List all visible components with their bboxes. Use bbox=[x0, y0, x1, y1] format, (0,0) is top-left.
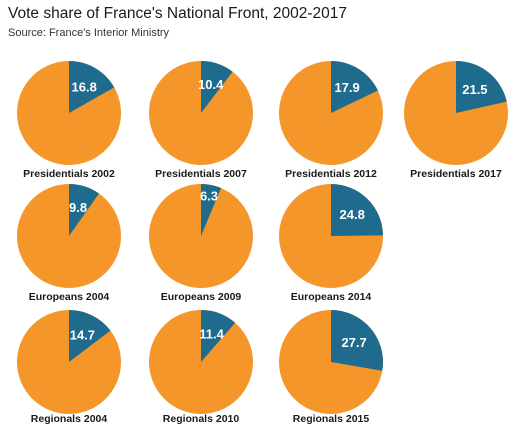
pie-slice-front bbox=[69, 61, 115, 113]
pie-slice-front bbox=[201, 310, 236, 362]
pie-caption: Regionals 2015 bbox=[293, 413, 370, 425]
pie-slice-front bbox=[331, 61, 378, 113]
pie-6: 6.3 Europeans 2009 bbox=[149, 184, 253, 303]
chart-title: Vote share of France's National Front, 2… bbox=[8, 5, 347, 22]
pie-9: 11.4 Regionals 2010 bbox=[149, 310, 253, 425]
pie-caption: Presidentials 2012 bbox=[285, 168, 377, 180]
pie-slice-front bbox=[201, 61, 233, 113]
pie-4: 21.5 Presidentials 2017 bbox=[404, 61, 508, 180]
pie-slice-front bbox=[456, 61, 507, 113]
pie-7: 24.8 Europeans 2014 bbox=[279, 184, 383, 303]
pie-3: 17.9 Presidentials 2012 bbox=[279, 61, 383, 180]
chart-subtitle: Source: France's Interior Ministry bbox=[8, 27, 170, 39]
pie-caption: Regionals 2010 bbox=[163, 413, 240, 425]
pie-slice-front bbox=[69, 310, 111, 362]
pie-5: 9.8 Europeans 2004 bbox=[17, 184, 121, 303]
pie-caption: Presidentials 2017 bbox=[410, 168, 502, 180]
pie-10: 27.7 Regionals 2015 bbox=[279, 310, 383, 425]
pie-caption: Regionals 2004 bbox=[31, 413, 108, 425]
pie-value-label: 16.8 bbox=[72, 79, 97, 94]
pie-value-label: 17.9 bbox=[334, 80, 359, 95]
pie-caption: Presidentials 2007 bbox=[155, 168, 247, 180]
pie-value-label: 9.8 bbox=[69, 200, 87, 215]
pie-value-label: 24.8 bbox=[340, 207, 365, 222]
pie-caption: Presidentials 2002 bbox=[23, 168, 115, 180]
pie-value-label: 11.4 bbox=[199, 326, 224, 341]
pie-value-label: 10.4 bbox=[198, 77, 224, 92]
pie-slice-front bbox=[331, 310, 383, 371]
pie-8: 14.7 Regionals 2004 bbox=[17, 310, 121, 425]
pie-caption: Europeans 2009 bbox=[161, 291, 242, 303]
pie-value-label: 21.5 bbox=[462, 82, 487, 97]
pie-2: 10.4 Presidentials 2007 bbox=[149, 61, 253, 180]
pie-slice-front bbox=[201, 184, 222, 236]
pie-caption: Europeans 2004 bbox=[29, 291, 110, 303]
pie-caption: Europeans 2014 bbox=[291, 291, 372, 303]
pie-value-label: 6.3 bbox=[200, 189, 218, 204]
pie-slice-front bbox=[69, 184, 100, 236]
pie-slice-front bbox=[331, 184, 383, 236]
pie-value-label: 14.7 bbox=[70, 328, 95, 343]
pie-1: 16.8 Presidentials 2002 bbox=[17, 61, 121, 180]
pie-value-label: 27.7 bbox=[341, 335, 366, 350]
